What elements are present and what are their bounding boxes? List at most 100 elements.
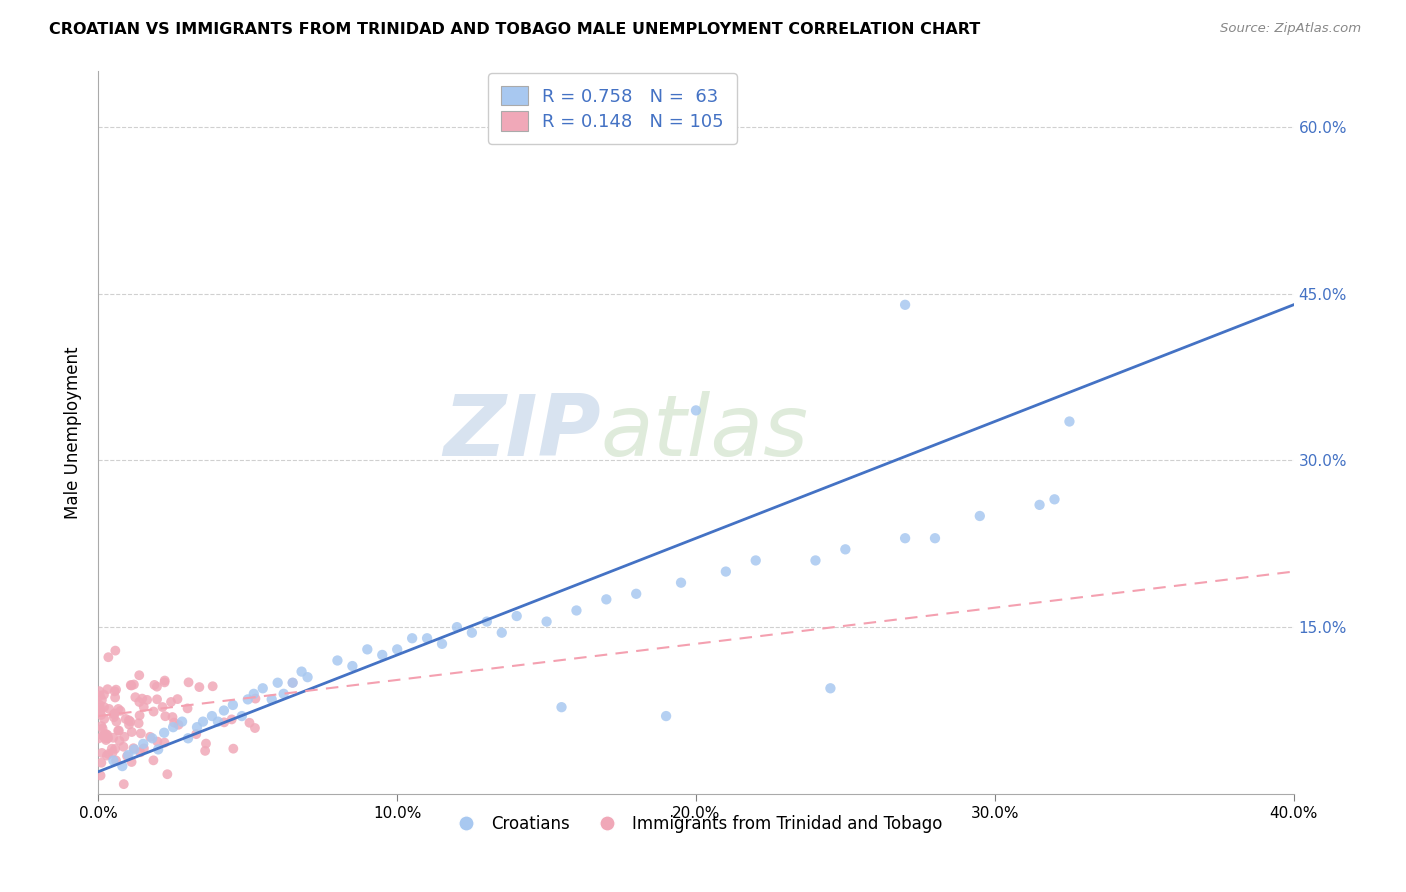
Point	[595, 592, 617, 607]
Point	[267, 675, 290, 690]
Point	[236, 692, 259, 706]
Point	[103, 707, 125, 722]
Point	[176, 701, 198, 715]
Point	[93, 728, 115, 742]
Point	[155, 709, 177, 723]
Point	[156, 767, 179, 781]
Point	[121, 755, 143, 769]
Point	[430, 637, 453, 651]
Point	[143, 678, 166, 692]
Point	[1028, 498, 1050, 512]
Point	[103, 754, 125, 768]
Point	[122, 677, 145, 691]
Point	[89, 698, 111, 712]
Point	[120, 678, 142, 692]
Point	[122, 741, 145, 756]
Point	[191, 714, 214, 729]
Point	[107, 723, 129, 738]
Point	[89, 704, 111, 718]
Point	[506, 609, 529, 624]
Point	[87, 731, 110, 746]
Point	[201, 709, 224, 723]
Point	[128, 716, 150, 731]
Point	[714, 565, 737, 579]
Point	[112, 730, 135, 744]
Point	[297, 670, 319, 684]
Point	[132, 700, 155, 714]
Point	[93, 688, 115, 702]
Point	[90, 768, 112, 782]
Point	[565, 603, 588, 617]
Point	[550, 700, 572, 714]
Point	[101, 741, 124, 756]
Point	[108, 723, 131, 738]
Point	[108, 733, 131, 747]
Point	[124, 690, 146, 705]
Point	[110, 704, 132, 718]
Point	[91, 729, 114, 743]
Point	[104, 643, 127, 657]
Point	[121, 725, 143, 739]
Point	[89, 684, 111, 698]
Point	[104, 742, 127, 756]
Point	[141, 731, 163, 746]
Point	[101, 746, 124, 760]
Point	[326, 653, 349, 667]
Point	[104, 684, 127, 698]
Point	[90, 756, 112, 770]
Point	[94, 729, 117, 743]
Point	[177, 675, 200, 690]
Point	[90, 746, 112, 760]
Point	[152, 700, 174, 714]
Point	[685, 403, 707, 417]
Point	[97, 747, 120, 761]
Point	[153, 673, 176, 688]
Point	[212, 715, 235, 730]
Point	[132, 741, 155, 756]
Point	[669, 575, 692, 590]
Point	[120, 714, 142, 729]
Point	[804, 553, 827, 567]
Point	[201, 679, 224, 693]
Point	[112, 739, 135, 754]
Point	[114, 712, 136, 726]
Point	[94, 733, 117, 747]
Text: CROATIAN VS IMMIGRANTS FROM TRINIDAD AND TOBAGO MALE UNEMPLOYMENT CORRELATION CH: CROATIAN VS IMMIGRANTS FROM TRINIDAD AND…	[49, 22, 980, 37]
Point	[177, 731, 200, 746]
Point	[238, 715, 260, 730]
Point	[153, 736, 176, 750]
Point	[221, 713, 243, 727]
Point	[94, 727, 117, 741]
Point	[475, 615, 498, 629]
Point	[96, 728, 118, 742]
Point	[90, 708, 112, 723]
Point	[111, 759, 134, 773]
Point	[118, 717, 141, 731]
Point	[231, 709, 253, 723]
Point	[136, 693, 159, 707]
Point	[128, 708, 150, 723]
Point	[128, 668, 150, 682]
Legend: Croatians, Immigrants from Trinidad and Tobago: Croatians, Immigrants from Trinidad and …	[443, 808, 949, 839]
Point	[356, 642, 378, 657]
Y-axis label: Male Unemployment: Male Unemployment	[65, 346, 83, 519]
Point	[820, 681, 842, 696]
Point	[103, 731, 125, 745]
Point	[194, 744, 217, 758]
Point	[115, 749, 138, 764]
Point	[626, 587, 648, 601]
Point	[243, 687, 266, 701]
Text: Source: ZipAtlas.com: Source: ZipAtlas.com	[1220, 22, 1361, 36]
Point	[97, 650, 120, 665]
Point	[142, 705, 165, 719]
Point	[98, 702, 121, 716]
Point	[120, 679, 142, 693]
Point	[160, 695, 183, 709]
Point	[94, 731, 117, 746]
Point	[97, 731, 120, 745]
Point	[281, 675, 304, 690]
Point	[117, 747, 139, 762]
Point	[166, 692, 188, 706]
Point	[162, 710, 184, 724]
Point	[172, 714, 194, 729]
